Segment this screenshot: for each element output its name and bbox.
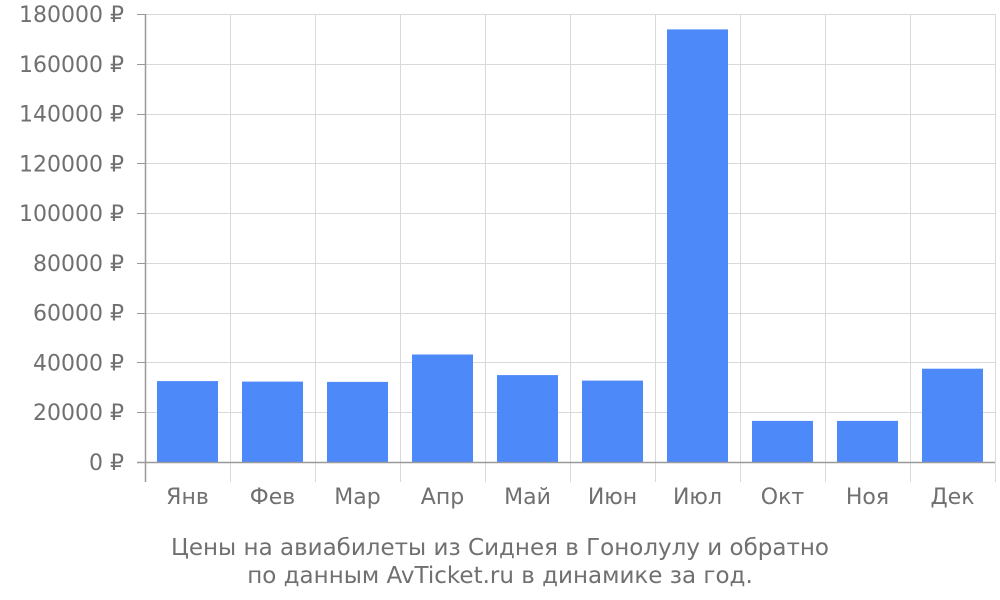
- y-tick-label: 140000 ₽: [19, 103, 124, 128]
- x-tick-label: Дек: [930, 485, 974, 510]
- bar-2: [242, 381, 303, 462]
- x-tick-label: Июн: [588, 485, 637, 510]
- y-tick-label: 160000 ₽: [19, 53, 124, 78]
- y-tick-label: 0 ₽: [89, 451, 124, 476]
- y-tick-label: 80000 ₽: [33, 252, 124, 277]
- y-tick-label: 20000 ₽: [33, 401, 124, 426]
- axes: [137, 14, 995, 482]
- bar-10: [922, 368, 983, 462]
- bar-7: [667, 29, 728, 463]
- bar-9: [837, 420, 898, 462]
- x-tick-label: Апр: [421, 485, 464, 510]
- x-tick-label: Май: [504, 485, 551, 510]
- x-tick-labels: Янв Фев Мар Апр Май Июн Июл Окт Ноя Дек: [166, 485, 974, 510]
- y-tick-label: 180000 ₽: [19, 3, 124, 28]
- bar-6: [582, 380, 643, 462]
- y-tick-label: 60000 ₽: [33, 302, 124, 327]
- x-tick-label: Фев: [250, 485, 295, 510]
- x-tick-label: Янв: [166, 485, 209, 510]
- bar-1: [157, 381, 218, 462]
- y-tick-label: 40000 ₽: [33, 351, 124, 376]
- x-tick-label: Окт: [761, 485, 805, 510]
- chart-caption-line-1: Цены на авиабилеты из Сиднея в Гонолулу …: [171, 535, 829, 561]
- bar-8: [752, 420, 813, 462]
- y-tick-labels: 0 ₽ 20000 ₽ 40000 ₽ 60000 ₽ 80000 ₽ 100000 ₽ 1…: [19, 3, 124, 476]
- y-tick-label: 120000 ₽: [19, 152, 124, 177]
- y-tick-label: 100000 ₽: [19, 202, 124, 227]
- x-tick-label: Июл: [673, 485, 722, 510]
- bar-5: [497, 375, 558, 462]
- x-tick-label: Мар: [334, 485, 380, 510]
- chart-caption-line-2: по данным AvTicket.ru в динамике за год.: [247, 563, 753, 589]
- bar-4: [412, 354, 473, 462]
- grid-lines: [145, 14, 996, 482]
- x-tick-label: Ноя: [846, 485, 889, 510]
- bars: [157, 29, 983, 463]
- bar-3: [327, 381, 388, 462]
- price-bar-chart: 0 ₽ 20000 ₽ 40000 ₽ 60000 ₽ 80000 ₽ 100000 ₽ 1…: [19, 3, 996, 510]
